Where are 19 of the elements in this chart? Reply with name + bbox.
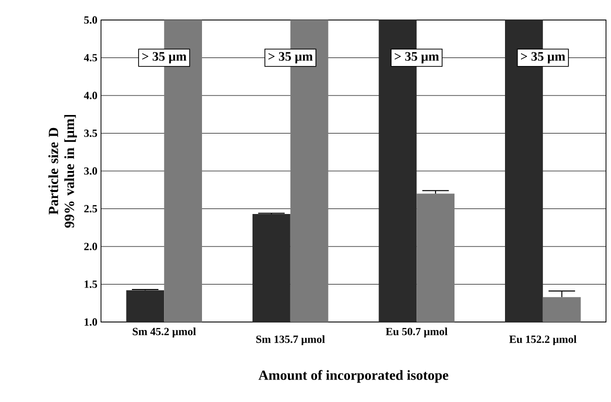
y-tick-label: 4.5 bbox=[84, 54, 98, 62]
y-tick-label: 2.0 bbox=[84, 242, 98, 250]
annotation: > 35 µm bbox=[268, 52, 313, 64]
annotation: > 35 µm bbox=[394, 52, 439, 64]
y-tick-label: 3.0 bbox=[84, 167, 98, 175]
annotation: > 35 µm bbox=[142, 52, 186, 64]
y-tick-label: 5.0 bbox=[84, 16, 98, 24]
y-tick-label: 1.0 bbox=[84, 318, 98, 326]
y-axis-title: Particle size D 99% value in [µm] bbox=[48, 114, 77, 228]
annotation: > 35 µm bbox=[521, 52, 566, 64]
x-tick-label: Sm 135.7 µmol bbox=[256, 335, 325, 346]
y-tick-label: 2.5 bbox=[84, 205, 98, 212]
y-tick-label: 3.5 bbox=[84, 130, 98, 137]
y-tick-label: 4.0 bbox=[84, 92, 98, 100]
x-axis-title: Amount of incorporated isotope bbox=[258, 370, 448, 383]
y-tick-label: 1.5 bbox=[84, 280, 98, 288]
x-tick-label: Sm 45.2 µmol bbox=[132, 328, 196, 338]
x-tick-label: Eu 152.2 µmol bbox=[509, 335, 576, 346]
x-tick-label: Eu 50.7 µmol bbox=[386, 328, 448, 338]
